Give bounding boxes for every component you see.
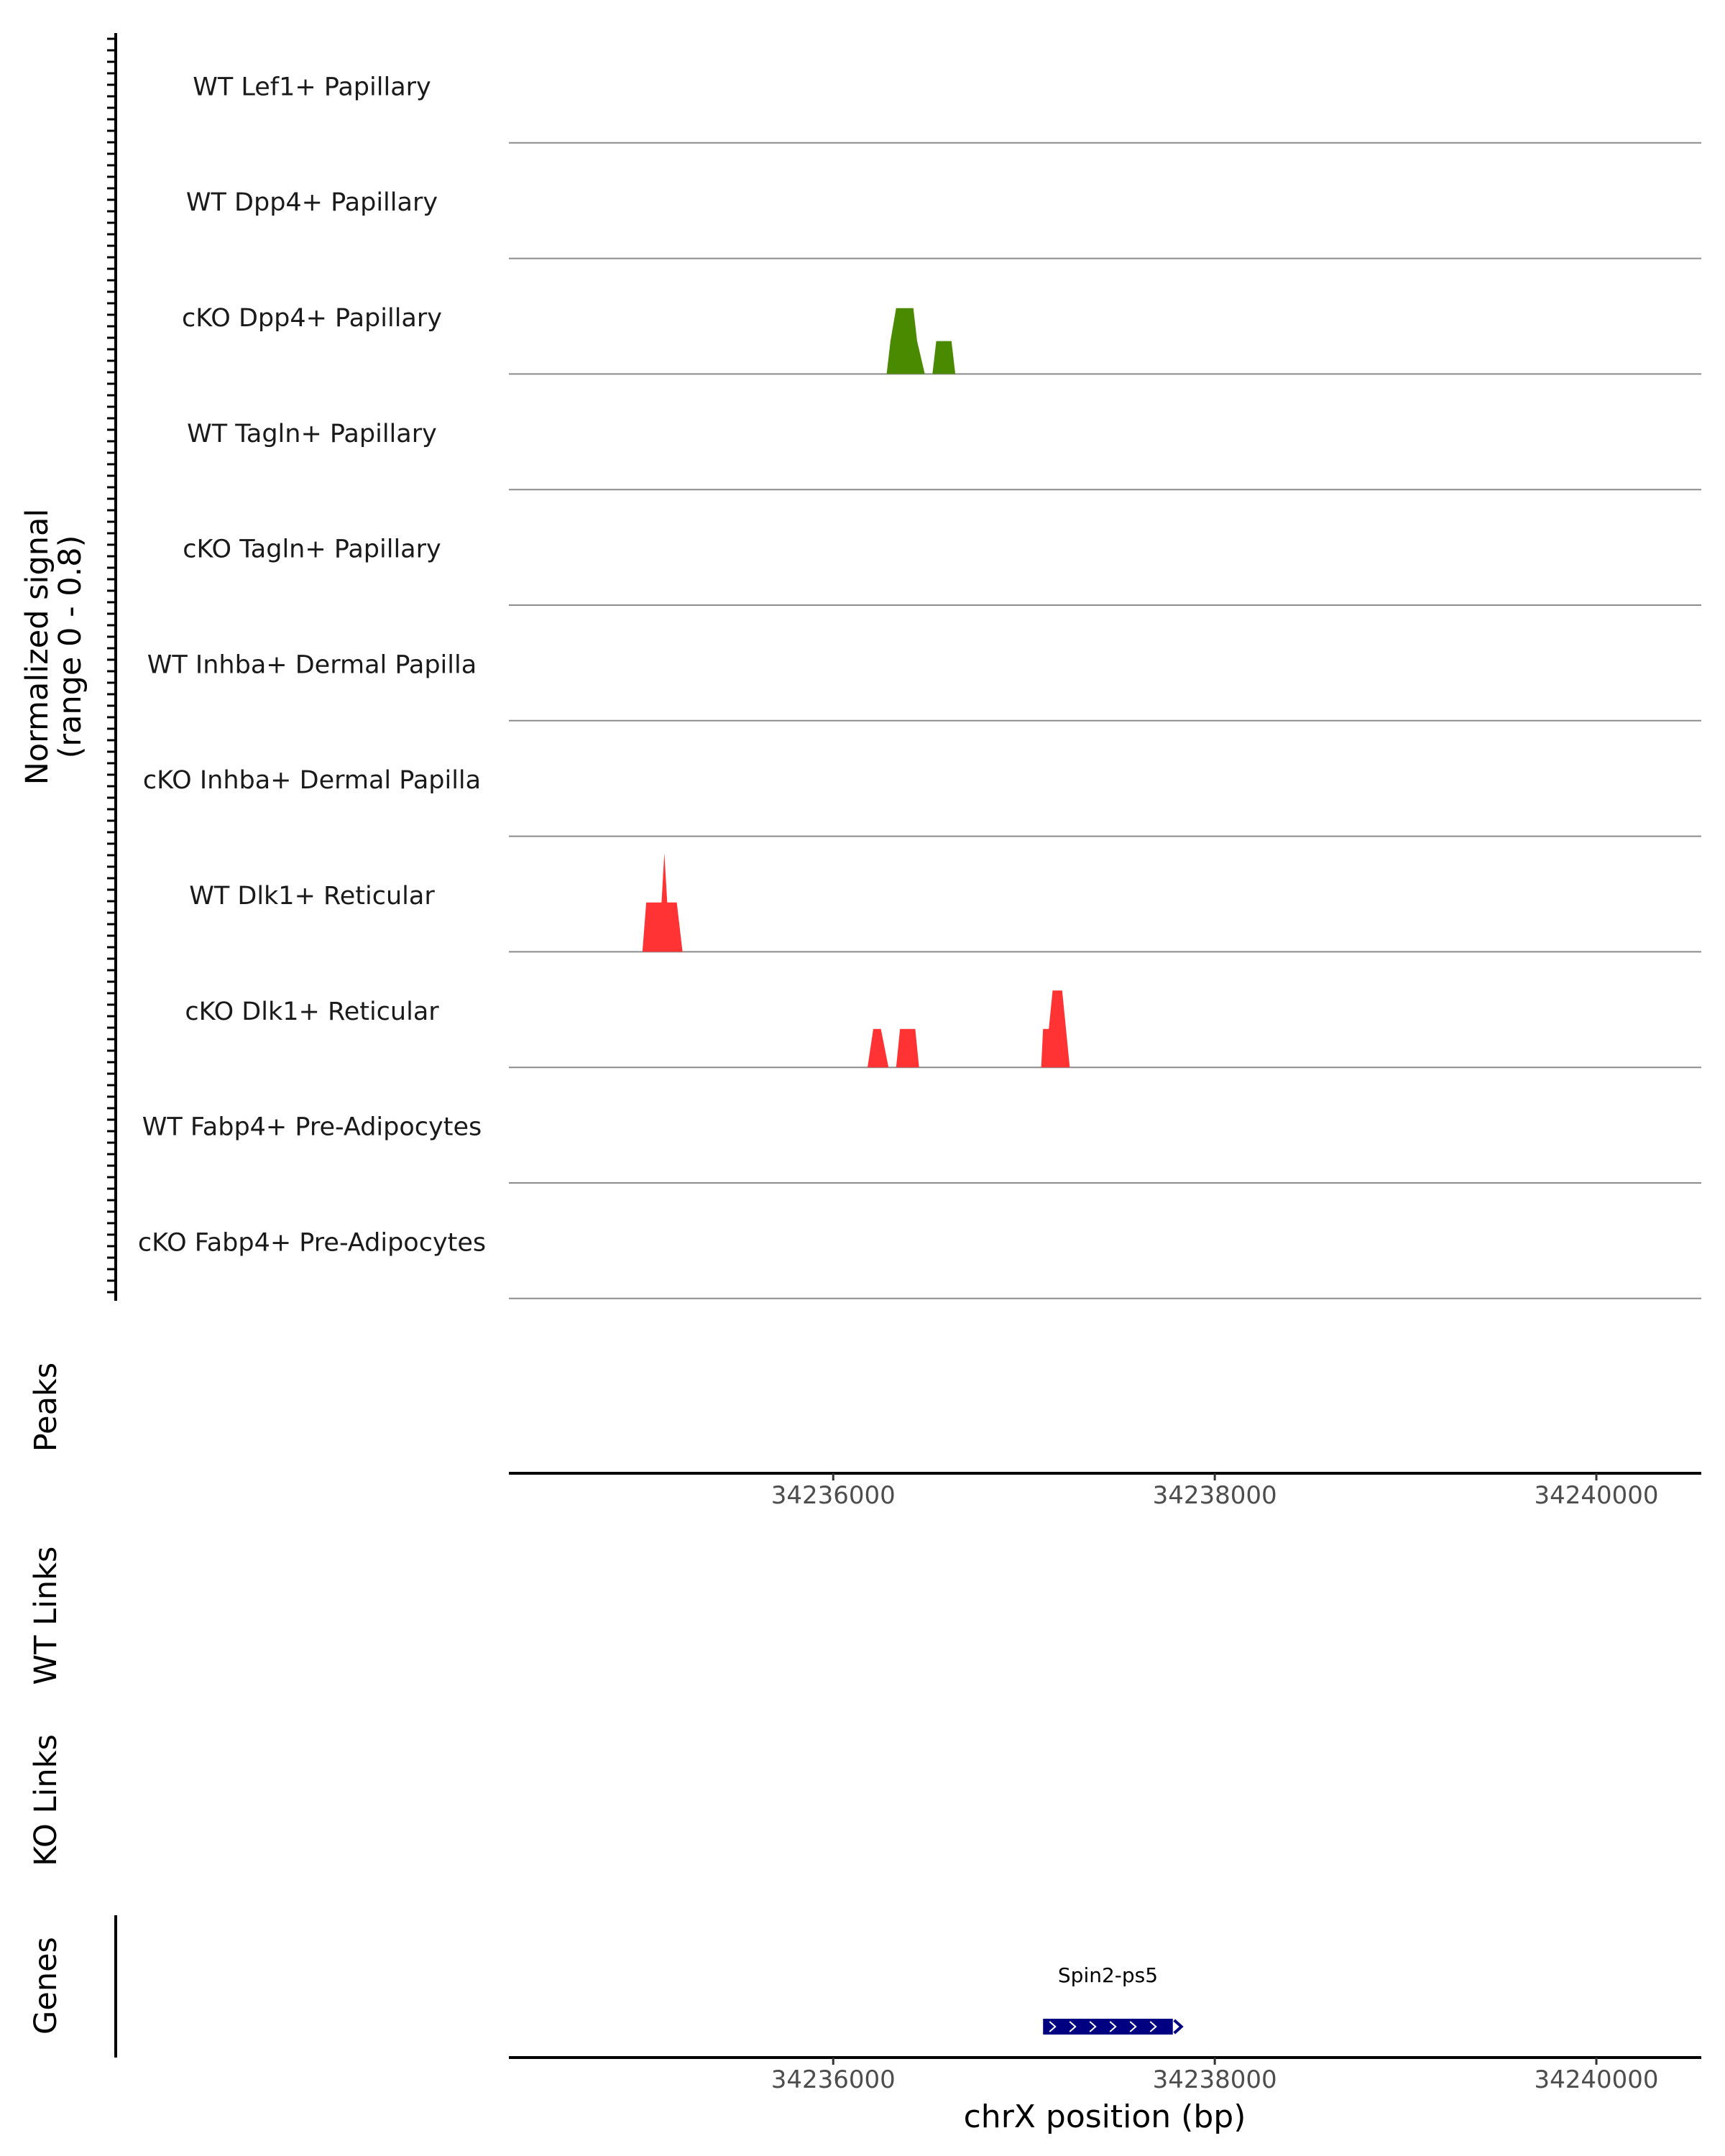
genes-track-title: Genes: [28, 1937, 64, 2035]
strand-arrow: [1069, 2021, 1077, 2032]
gene-end-arrow: [1173, 2019, 1184, 2035]
strand-arrow: [1049, 2021, 1057, 2032]
gene-label: Spin2-ps5: [1058, 1963, 1158, 1987]
x-axis-title: chrX position (bp): [964, 2099, 1246, 2135]
strand-arrow: [1149, 2021, 1157, 2032]
signal-peak: [886, 308, 925, 374]
y-axis-title-line2: (range 0 - 0.8): [52, 535, 88, 759]
upper-x-tick-label: 34238000: [1153, 1481, 1277, 1510]
lower-x-axis-ticks: 34236000 34238000 34240000: [771, 2058, 1659, 2094]
signal-peak: [932, 341, 956, 374]
signal-y-axis-ticks: [107, 37, 116, 1294]
upper-x-axis-ticks: 34236000 34238000 34240000: [771, 1473, 1659, 1510]
signal-peak: [896, 1028, 919, 1068]
upper-x-tick-label: 34236000: [771, 1481, 896, 1510]
strand-arrow: [1089, 2021, 1097, 2032]
peaks-track-title: Peaks: [28, 1363, 64, 1452]
track-label: WT Dlk1+ Reticular: [189, 882, 435, 911]
lower-x-tick-label: 34236000: [771, 2065, 896, 2094]
track-label: WT Lef1+ Papillary: [193, 73, 431, 101]
track-label: cKO Tagln+ Papillary: [183, 535, 441, 564]
wt-links-track-title: WT Links: [28, 1547, 64, 1685]
lower-x-tick-label: 34240000: [1534, 2065, 1658, 2094]
y-axis-title-line1: Normalized signal: [19, 509, 55, 786]
track-label: WT Fabp4+ Pre-Adipocytes: [142, 1113, 482, 1142]
strand-arrow: [1129, 2021, 1137, 2032]
strand-arrow: [1109, 2021, 1117, 2032]
upper-x-tick-label: 34240000: [1534, 1481, 1658, 1510]
signal-peak: [868, 1028, 889, 1068]
signal-tracks: WT Lef1+ Papillary WT Dpp4+ Papillary cKO …: [138, 73, 1701, 1299]
ko-links-track-title: KO Links: [28, 1734, 64, 1866]
lower-x-tick-label: 34238000: [1153, 2065, 1277, 2094]
track-label: cKO Fabp4+ Pre-Adipocytes: [138, 1228, 486, 1257]
track-label: cKO Inhba+ Dermal Papilla: [143, 766, 481, 795]
track-label: cKO Dpp4+ Papillary: [182, 304, 442, 333]
signal-peak: [642, 852, 683, 952]
track-label: cKO Dlk1+ Reticular: [185, 998, 439, 1026]
signal-peak: [1041, 990, 1070, 1068]
gene-annotations: Spin2-ps5: [1043, 1963, 1184, 2035]
track-label: WT Dpp4+ Papillary: [186, 188, 438, 217]
track-label: WT Tagln+ Papillary: [187, 420, 437, 448]
gene-body: [1043, 2019, 1173, 2035]
track-label: WT Inhba+ Dermal Papilla: [147, 650, 477, 679]
